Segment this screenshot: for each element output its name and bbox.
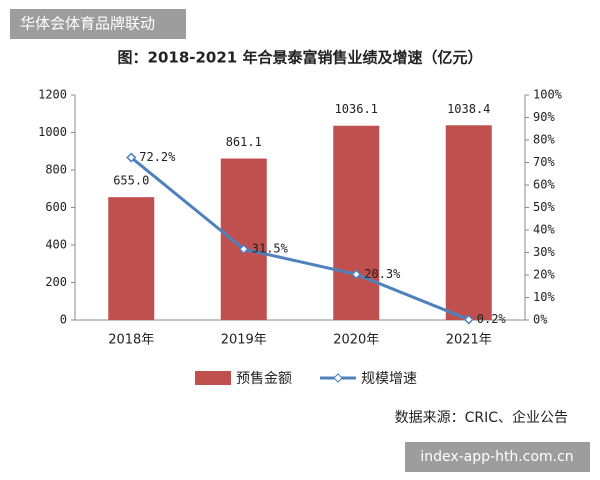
bar-value-label: 655.0 — [113, 174, 149, 188]
y-tick-label: 800 — [45, 163, 67, 177]
watermark-box — [10, 9, 186, 39]
y-tick-label: 0 — [60, 313, 67, 327]
line-value-label: 31.5% — [252, 242, 289, 256]
y2-tick-label: 80% — [533, 133, 555, 147]
y-tick-label: 200 — [45, 275, 67, 289]
line-value-label: 72.2% — [139, 150, 176, 164]
line — [130, 156, 470, 321]
legend-marker — [333, 373, 343, 383]
y2-tick-label: 10% — [533, 290, 555, 304]
y-tick-label: 400 — [45, 238, 67, 252]
line-value-label: 20.3% — [364, 267, 401, 281]
line-marker — [126, 152, 137, 163]
y2-tick-label: 100% — [533, 88, 563, 102]
bar — [333, 125, 380, 320]
y2-tick-label: 40% — [533, 223, 555, 237]
bar — [220, 158, 267, 320]
legend-label: 预售金额 — [236, 371, 292, 387]
y-tick-label: 1200 — [38, 88, 67, 102]
source: 数据来源：CRIC、企业公告 — [395, 409, 568, 426]
x-tick-label: 2020年 — [333, 333, 379, 348]
chart-title: 图：2018-2021 年合景泰富销售业绩及增速（亿元） — [118, 49, 483, 67]
line-value-label: 0.2% — [477, 312, 507, 326]
watermark-top: 华体会体育品牌联动 — [20, 15, 155, 33]
legend-swatch — [195, 371, 231, 385]
x-tick-label: 2019年 — [221, 333, 267, 348]
y2-tick-label: 30% — [533, 245, 555, 259]
bar-value-label: 1036.1 — [335, 102, 378, 116]
y-tick-label: 600 — [45, 200, 67, 214]
bar — [445, 125, 492, 320]
x-tick-label: 2018年 — [108, 333, 154, 348]
y2-tick-label: 90% — [533, 110, 555, 124]
y2-tick-label: 60% — [533, 178, 555, 192]
line-marker — [238, 244, 249, 255]
watermark-box — [405, 442, 590, 472]
y2-tick-label: 20% — [533, 268, 555, 282]
line-marker — [463, 314, 474, 325]
y2-tick-label: 70% — [533, 155, 555, 169]
legend-label: 规模增速 — [361, 371, 417, 387]
bar-value-label: 1038.4 — [447, 102, 490, 116]
bar — [108, 197, 155, 320]
y2-tick-label: 50% — [533, 200, 555, 214]
bar-value-label: 861.1 — [226, 135, 262, 149]
y2-tick-label: 0% — [533, 313, 548, 327]
x-tick-label: 2021年 — [446, 333, 492, 348]
watermark-bottom: index-app-hth.com.cn — [420, 449, 573, 465]
y-tick-label: 1000 — [38, 125, 67, 139]
line-marker — [351, 269, 362, 280]
